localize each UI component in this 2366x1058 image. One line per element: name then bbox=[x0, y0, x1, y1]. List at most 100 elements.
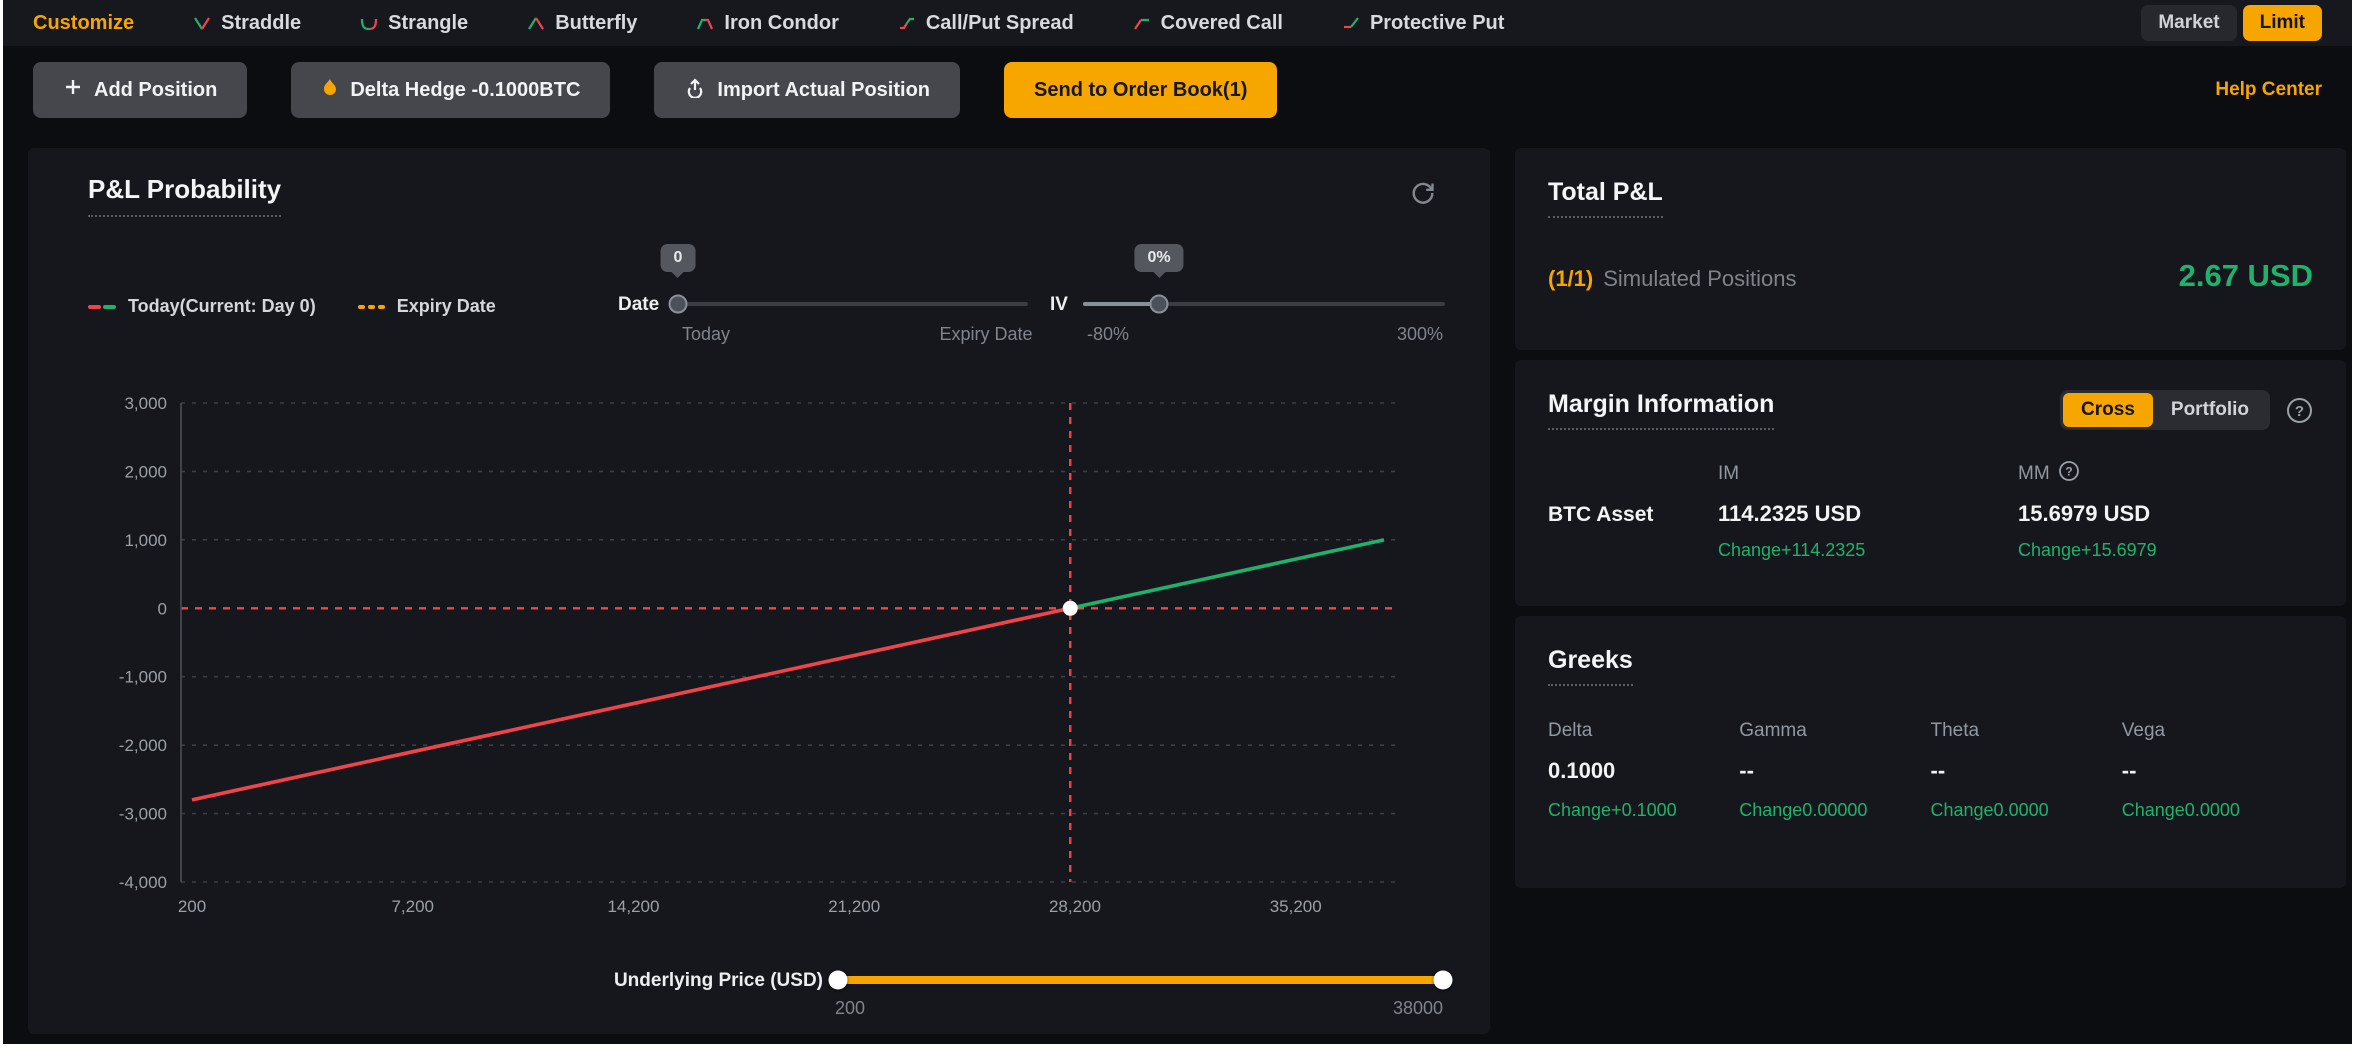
simulated-positions-count: (1/1) bbox=[1548, 266, 1594, 291]
options-strategy-app: Customize Straddle Strangle Butterfly Ir… bbox=[3, 0, 2352, 1044]
send-to-order-book-button[interactable]: Send to Order Book(1) bbox=[1004, 62, 1278, 118]
greeks-card: Greeks Delta Gamma Theta Vega 0.1000 -- … bbox=[1515, 616, 2346, 888]
greek-name: Delta bbox=[1548, 720, 1593, 741]
greek-value: 0.1000 bbox=[1548, 758, 1616, 783]
import-position-button[interactable]: Import Actual Position bbox=[654, 62, 961, 118]
panel-title: P&L Probability bbox=[88, 174, 282, 217]
svg-text:1,000: 1,000 bbox=[124, 531, 167, 550]
margin-table: IM MM ? BTC Asset 114.2325 USD 15.6979 U… bbox=[1548, 460, 2313, 561]
legend-label: Today(Current: Day 0) bbox=[128, 296, 316, 316]
greek-change: Change+0.1000 bbox=[1548, 800, 1677, 820]
covered-call-icon bbox=[1132, 15, 1152, 32]
iv-slider-label: IV bbox=[1050, 294, 1068, 315]
svg-text:35,200: 35,200 bbox=[1270, 897, 1322, 916]
tab-label: Customize bbox=[33, 11, 135, 34]
tab-protective-put[interactable]: Protective Put bbox=[1341, 12, 1504, 35]
greek-change: Change0.00000 bbox=[1739, 800, 1868, 820]
strangle-icon bbox=[359, 15, 379, 32]
pnl-probability-panel: P&L Probability Today(Current: Day 0) Ex… bbox=[28, 148, 1490, 1034]
tab-customize[interactable]: Customize bbox=[33, 12, 134, 35]
greek-value: -- bbox=[2121, 758, 2137, 783]
portfolio-toggle-button[interactable]: Portfolio bbox=[2170, 399, 2249, 420]
date-slider-tooltip: 0 bbox=[660, 244, 696, 272]
svg-text:21,200: 21,200 bbox=[828, 897, 880, 916]
margin-help-icon[interactable]: ? bbox=[2286, 397, 2313, 424]
button-label: Add Position bbox=[94, 78, 218, 101]
help-center-link[interactable]: Help Center bbox=[2215, 79, 2322, 100]
svg-text:200: 200 bbox=[178, 897, 206, 916]
market-button[interactable]: Market bbox=[2141, 5, 2237, 41]
greeks-title: Greeks bbox=[1548, 646, 1633, 686]
butterfly-icon bbox=[526, 15, 546, 32]
margin-header: Margin Information Cross Portfolio ? bbox=[1548, 390, 2313, 430]
tab-label: Call/Put Spread bbox=[925, 11, 1074, 34]
iv-slider-min-label: -80% bbox=[1086, 324, 1130, 344]
tab-iron-condor[interactable]: Iron Condor bbox=[695, 12, 839, 35]
tab-call-put-spread[interactable]: Call/Put Spread bbox=[897, 12, 1074, 35]
svg-text:-3,000: -3,000 bbox=[119, 805, 167, 824]
tab-covered-call[interactable]: Covered Call bbox=[1132, 12, 1283, 35]
svg-text:7,200: 7,200 bbox=[391, 897, 434, 916]
date-slider-min-label: Today bbox=[681, 324, 731, 344]
date-slider-track[interactable] bbox=[668, 294, 1028, 314]
tab-strangle[interactable]: Strangle bbox=[359, 12, 468, 35]
chart-legend: Today(Current: Day 0) Expiry Date bbox=[88, 296, 496, 317]
date-slider-handle[interactable] bbox=[668, 294, 688, 314]
svg-text:-4,000: -4,000 bbox=[119, 873, 167, 892]
svg-text:-1,000: -1,000 bbox=[119, 668, 167, 687]
date-slider-max-label: Expiry Date bbox=[939, 324, 1033, 344]
tab-butterfly[interactable]: Butterfly bbox=[526, 12, 637, 35]
total-pnl-value: 2.67 USD bbox=[2178, 258, 2313, 293]
svg-text:0: 0 bbox=[158, 599, 167, 618]
limit-button[interactable]: Limit bbox=[2242, 5, 2322, 41]
margin-title: Margin Information bbox=[1548, 390, 1775, 430]
pnl-chart: 3,000 2,000 1,000 0 -1,000 -2,000 -3,000 -4,000… bbox=[119, 394, 1398, 916]
svg-text:-2,000: -2,000 bbox=[119, 736, 167, 755]
iron-condor-icon bbox=[695, 15, 715, 32]
cross-toggle-button[interactable]: Cross bbox=[2063, 393, 2153, 427]
add-position-button[interactable]: Add Position bbox=[33, 62, 248, 118]
delta-hedge-button[interactable]: Delta Hedge -0.1000BTC bbox=[291, 62, 611, 118]
greek-value: -- bbox=[1739, 758, 1754, 783]
mm-change: Change+15.6979 bbox=[2018, 540, 2157, 560]
refresh-icon[interactable] bbox=[1408, 178, 1438, 208]
svg-text:28,200: 28,200 bbox=[1049, 897, 1101, 916]
mm-help-icon[interactable]: ? bbox=[2058, 460, 2080, 488]
margin-controls: Cross Portfolio ? bbox=[2060, 390, 2313, 430]
button-label: Send to Order Book(1) bbox=[1034, 78, 1248, 101]
strategy-tab-bar: Customize Straddle Strangle Butterfly Ir… bbox=[3, 0, 2352, 46]
price-slider-track[interactable] bbox=[828, 970, 1453, 990]
iv-slider-handle[interactable] bbox=[1149, 294, 1169, 314]
svg-text:?: ? bbox=[2295, 403, 2304, 420]
svg-text:14,200: 14,200 bbox=[607, 897, 659, 916]
action-toolbar: Add Position Delta Hedge -0.1000BTC Impo… bbox=[33, 60, 2322, 120]
tab-straddle[interactable]: Straddle bbox=[192, 12, 301, 35]
price-slider-min-handle[interactable] bbox=[828, 970, 848, 990]
svg-text:3,000: 3,000 bbox=[124, 394, 167, 413]
strategy-tabs: Customize Straddle Strangle Butterfly Ir… bbox=[33, 12, 1504, 35]
iv-slider-tooltip: 0% bbox=[1134, 244, 1184, 272]
straddle-icon bbox=[192, 15, 212, 32]
simulated-positions-label: Simulated Positions bbox=[1603, 266, 1797, 291]
price-slider-max-handle[interactable] bbox=[1433, 970, 1453, 990]
button-label: Import Actual Position bbox=[717, 78, 931, 101]
im-change: Change+114.2325 bbox=[1718, 540, 1866, 560]
order-type-switch: Market Limit bbox=[2141, 5, 2322, 41]
iv-slider-track[interactable] bbox=[1083, 294, 1445, 314]
price-slider-max-label: 38000 bbox=[1392, 998, 1444, 1018]
greek-value: -- bbox=[1930, 758, 1946, 783]
margin-information-card: Margin Information Cross Portfolio ? IM … bbox=[1515, 360, 2346, 606]
iv-slider-max-label: 300% bbox=[1396, 324, 1444, 344]
total-pnl-title: Total P&L bbox=[1548, 178, 1663, 218]
im-value: 114.2325 USD bbox=[1718, 501, 1862, 526]
svg-text:?: ? bbox=[2065, 465, 2072, 479]
greek-name: Gamma bbox=[1739, 720, 1807, 741]
total-pnl-row: (1/1) Simulated Positions 2.67 USD bbox=[1548, 258, 2313, 294]
im-column-header: IM bbox=[1718, 463, 1740, 484]
greek-change: Change0.0000 bbox=[1930, 800, 2049, 820]
price-slider-min-label: 200 bbox=[834, 998, 866, 1018]
date-slider-label: Date bbox=[618, 294, 660, 315]
tab-label: Strangle bbox=[388, 11, 469, 34]
tab-label: Straddle bbox=[221, 11, 302, 34]
greek-name: Theta bbox=[1930, 720, 1980, 741]
